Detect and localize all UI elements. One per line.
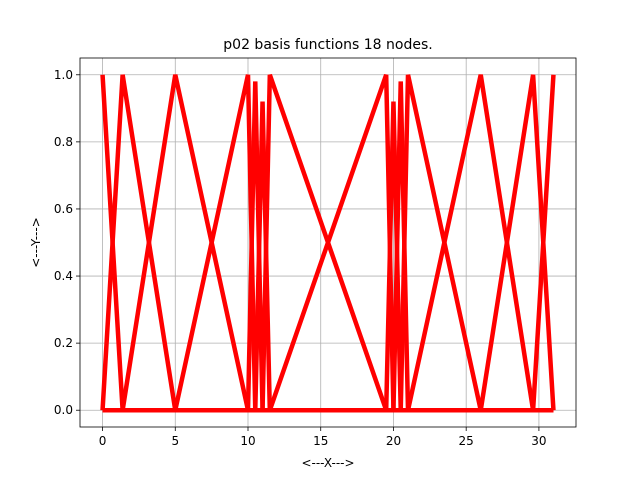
series-lines xyxy=(100,74,556,413)
y-tick-label: 0.4 xyxy=(54,269,73,283)
y-tick-label: 0.6 xyxy=(54,202,73,216)
x-tick-label: 30 xyxy=(531,434,546,448)
axes-frame xyxy=(79,57,577,428)
y-tick-label: 1.0 xyxy=(54,68,73,82)
x-tick-label: 0 xyxy=(99,434,107,448)
x-tick-label: 25 xyxy=(459,434,474,448)
y-tick-label: 0.0 xyxy=(54,403,73,417)
x-axis-label: <---X---> xyxy=(301,456,354,470)
x-tick-label: 10 xyxy=(240,434,255,448)
x-tick-label: 20 xyxy=(386,434,401,448)
y-axis-label: <---Y---> xyxy=(29,217,43,268)
axis-ticks: 0 5 10 15 20 25 30 0.0 0.2 0.4 0.6 0.8 1.0 xyxy=(54,68,547,448)
basis-function-line-14 xyxy=(102,74,556,413)
x-tick-label: 5 xyxy=(171,434,179,448)
y-tick-label: 0.2 xyxy=(54,336,73,350)
y-tick-label: 0.8 xyxy=(54,135,73,149)
x-tick-label: 15 xyxy=(313,434,328,448)
chart-title: p02 basis functions 18 nodes. xyxy=(223,37,432,53)
